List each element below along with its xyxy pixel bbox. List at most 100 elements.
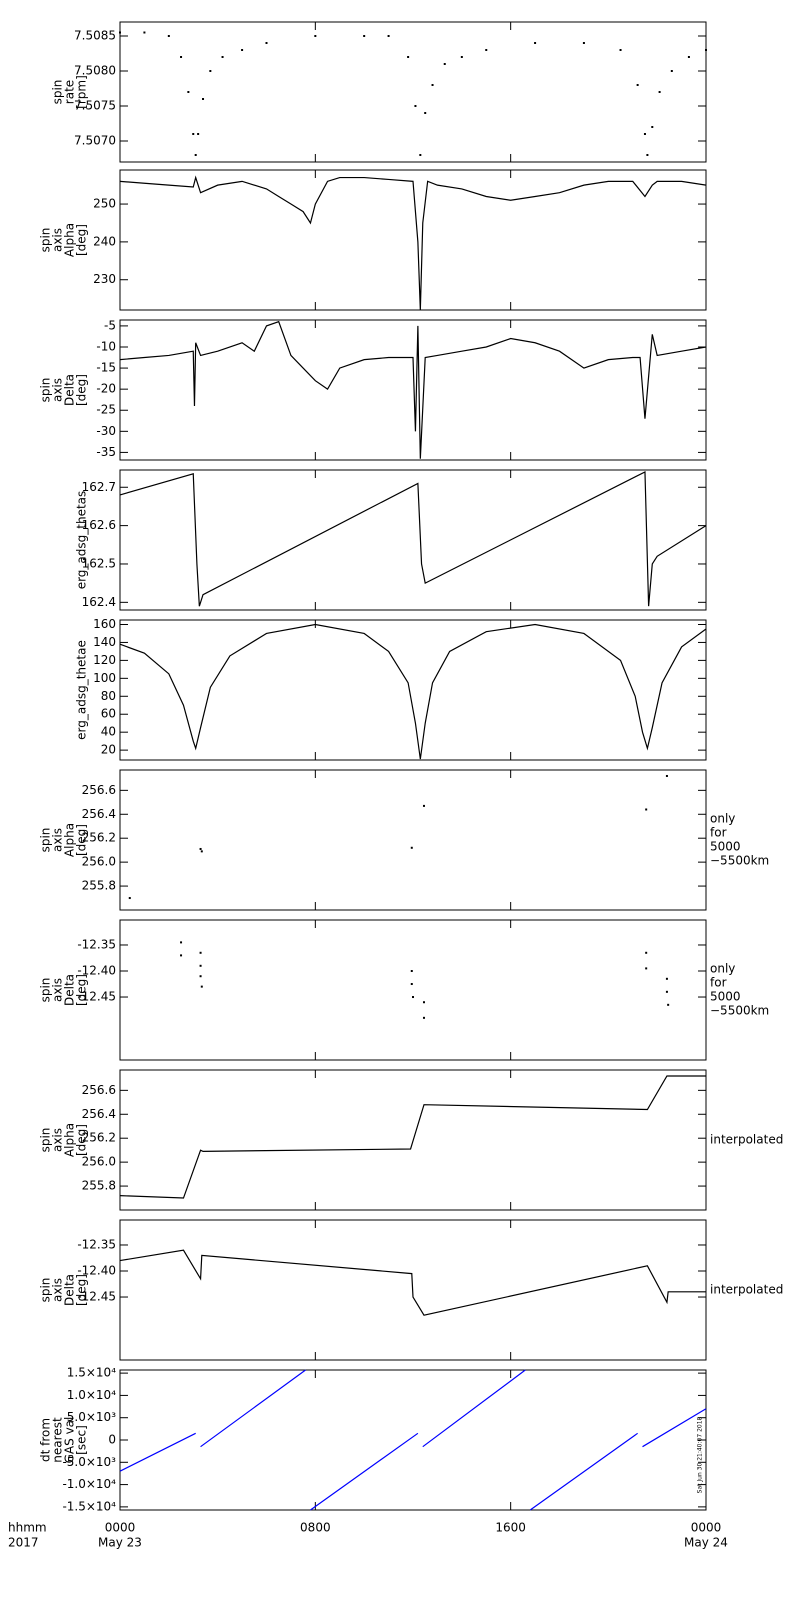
y-axis-label: spin bbox=[39, 978, 53, 1003]
point bbox=[705, 49, 707, 51]
series-line bbox=[119, 1249, 706, 1316]
y-axis-label: GAS val bbox=[63, 1417, 77, 1464]
panel-frame bbox=[119, 21, 707, 163]
point bbox=[410, 970, 413, 973]
point bbox=[636, 84, 639, 86]
y-tick-label: 162.7 bbox=[82, 480, 116, 494]
point bbox=[199, 847, 202, 850]
y-tick-label: -12.40 bbox=[77, 964, 116, 978]
y-tick-label: 255.8 bbox=[82, 879, 116, 893]
point bbox=[202, 98, 205, 100]
y-tick-label: 256.2 bbox=[82, 1131, 116, 1145]
y-axis-label: erg_adsg_thetae bbox=[75, 640, 89, 740]
y-tick-label: 256.2 bbox=[82, 831, 116, 845]
point bbox=[412, 996, 414, 999]
y-axis-label: [deg] bbox=[75, 224, 89, 256]
point bbox=[180, 941, 183, 944]
series-line bbox=[119, 470, 707, 607]
y-tick-label: 0 bbox=[108, 1433, 116, 1447]
stamp: Sat Jun 30 21:40:07 2018 bbox=[697, 1416, 704, 1493]
point bbox=[209, 70, 212, 72]
panel-note: only bbox=[710, 962, 735, 976]
y-tick-label: 256.4 bbox=[82, 1107, 116, 1121]
y-axis-label: axis bbox=[51, 378, 65, 402]
panel-frame bbox=[119, 769, 707, 911]
point bbox=[410, 846, 413, 849]
panel-frame bbox=[119, 319, 707, 461]
point bbox=[180, 954, 183, 957]
panel-frame bbox=[119, 1069, 707, 1211]
panel-note: for bbox=[710, 826, 727, 840]
y-tick-label: 100 bbox=[93, 671, 116, 685]
panel-frame bbox=[119, 169, 707, 311]
y-tick-label: 20 bbox=[101, 743, 116, 757]
x-tick-label: 1600 bbox=[495, 1521, 526, 1535]
point bbox=[407, 56, 410, 58]
y-tick-label: -1.5×10⁴ bbox=[62, 1499, 116, 1513]
y-tick-label: 255.8 bbox=[82, 1179, 116, 1193]
y-tick-label: 1.0×10⁴ bbox=[67, 1388, 116, 1402]
point bbox=[199, 964, 202, 967]
point bbox=[643, 133, 646, 135]
y-tick-label: 40 bbox=[101, 725, 116, 739]
point bbox=[221, 56, 224, 58]
x-row-label: hhmm bbox=[8, 1521, 47, 1535]
point bbox=[667, 1003, 670, 1006]
series-line bbox=[119, 1369, 707, 1511]
y-tick-label: 7.5080 bbox=[74, 64, 116, 78]
point bbox=[665, 774, 668, 777]
y-tick-label: -30 bbox=[96, 424, 116, 438]
point bbox=[363, 35, 366, 37]
point bbox=[645, 967, 648, 970]
y-tick-label: 162.6 bbox=[82, 518, 116, 532]
point bbox=[424, 112, 427, 114]
y-axis-label: Alpha bbox=[63, 223, 77, 257]
y-axis-label: [deg] bbox=[75, 1124, 89, 1156]
y-tick-label: -15 bbox=[96, 361, 116, 375]
point bbox=[658, 91, 661, 93]
panel-note: for bbox=[710, 976, 727, 990]
y-axis-label: [deg] bbox=[75, 974, 89, 1006]
point bbox=[314, 35, 317, 37]
y-tick-label: 7.5085 bbox=[74, 29, 116, 43]
point bbox=[200, 850, 203, 853]
y-axis-label: rate bbox=[63, 80, 77, 104]
x-row-label: 2017 bbox=[8, 1536, 39, 1550]
point bbox=[200, 985, 203, 988]
point bbox=[460, 56, 463, 58]
point bbox=[670, 70, 673, 72]
point bbox=[419, 154, 422, 156]
series-line bbox=[119, 1075, 706, 1199]
point bbox=[422, 1016, 425, 1019]
y-axis-label: axis bbox=[51, 978, 65, 1002]
y-tick-label: 250 bbox=[93, 197, 116, 211]
point bbox=[665, 990, 668, 993]
y-tick-label: 7.5070 bbox=[74, 134, 116, 148]
y-tick-label: -12.35 bbox=[77, 937, 116, 951]
series-line bbox=[119, 623, 707, 760]
y-axis-label: [rpm] bbox=[75, 75, 89, 109]
point bbox=[645, 951, 648, 954]
point bbox=[651, 126, 654, 128]
point bbox=[422, 1001, 425, 1004]
point bbox=[687, 56, 690, 58]
y-tick-label: 256.0 bbox=[82, 855, 116, 869]
point bbox=[410, 983, 413, 986]
y-tick-label: 1.5×10⁴ bbox=[67, 1366, 116, 1380]
y-tick-label: -5.0×10³ bbox=[62, 1455, 116, 1469]
panel-note: −5500km bbox=[710, 1004, 769, 1018]
point bbox=[431, 84, 434, 86]
y-tick-label: -12.45 bbox=[77, 990, 116, 1004]
x-tick-label: 0000 bbox=[691, 1521, 722, 1535]
y-axis-label: Alpha bbox=[63, 823, 77, 857]
panel-note: interpolated bbox=[710, 1283, 783, 1297]
y-axis-label: Alpha bbox=[63, 1123, 77, 1157]
x-tick-label: 0000 bbox=[105, 1521, 136, 1535]
point bbox=[619, 49, 622, 51]
point bbox=[534, 42, 537, 44]
y-axis-label: Delta bbox=[63, 1274, 77, 1306]
y-axis-label: [deg] bbox=[75, 374, 89, 406]
y-tick-label: -5 bbox=[104, 318, 116, 332]
